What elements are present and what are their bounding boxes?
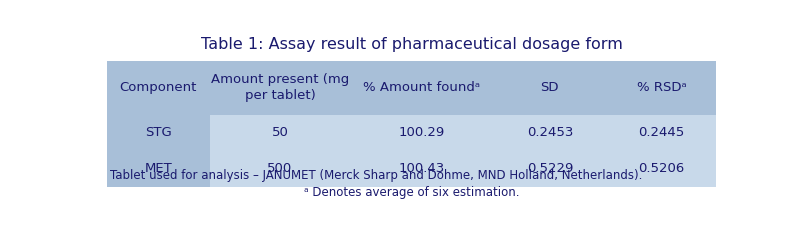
Text: MET: MET <box>144 162 172 175</box>
Text: Table 1: Assay result of pharmaceutical dosage form: Table 1: Assay result of pharmaceutical … <box>200 37 622 52</box>
Text: 100.43: 100.43 <box>398 162 444 175</box>
Text: 100.29: 100.29 <box>398 126 444 139</box>
Text: % RSDᵃ: % RSDᵃ <box>636 81 686 94</box>
Text: 0.5229: 0.5229 <box>526 162 573 175</box>
Text: % Amount foundᵃ: % Amount foundᵃ <box>363 81 480 94</box>
Bar <box>209 115 715 151</box>
Text: SD: SD <box>540 81 558 94</box>
Text: STG: STG <box>144 126 172 139</box>
Bar <box>107 115 715 151</box>
Text: 0.2453: 0.2453 <box>526 126 573 139</box>
Text: 0.5206: 0.5206 <box>638 162 684 175</box>
Text: Amount present (mg
per tablet): Amount present (mg per tablet) <box>210 73 349 102</box>
Text: 0.2445: 0.2445 <box>638 126 684 139</box>
Text: Component: Component <box>119 81 196 94</box>
Text: ᵃ Denotes average of six estimation.: ᵃ Denotes average of six estimation. <box>303 186 519 199</box>
Text: Tablet used for analysis – JANUMET (Merck Sharp and Dohme, MND Holland, Netherla: Tablet used for analysis – JANUMET (Merc… <box>110 169 642 182</box>
Text: 500: 500 <box>267 162 292 175</box>
Bar <box>209 151 715 187</box>
Bar <box>107 151 715 187</box>
Text: 50: 50 <box>271 126 288 139</box>
Bar <box>107 61 715 115</box>
